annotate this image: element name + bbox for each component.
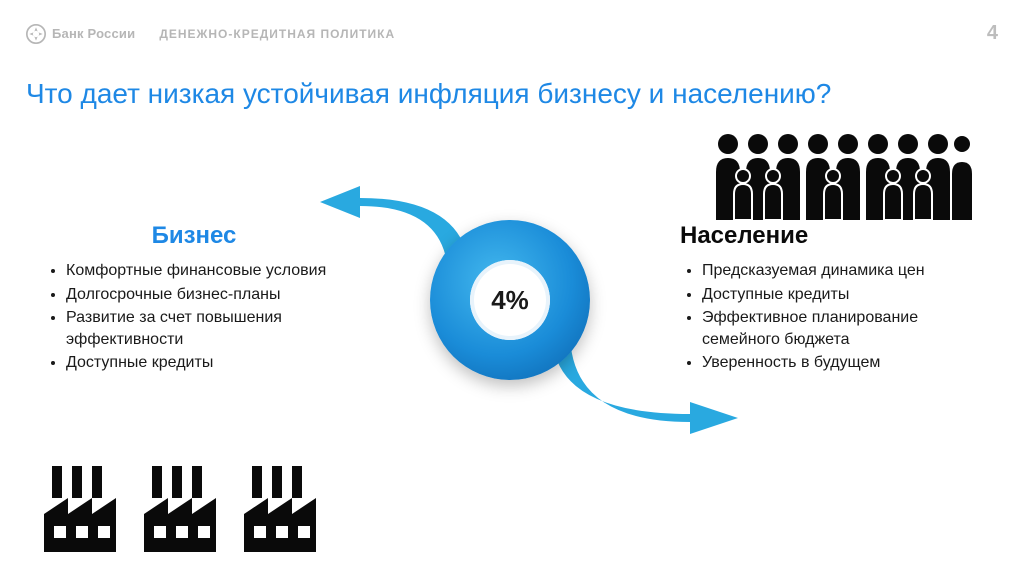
list-item: Уверенность в будущем (702, 352, 980, 374)
page-title: Что дает низкая устойчивая инфляция бизн… (26, 78, 831, 110)
center-circle: 4% (430, 220, 590, 380)
brand-text: Банк России (52, 26, 135, 41)
center-value: 4% (491, 285, 529, 316)
population-heading: Население (680, 222, 980, 250)
factories-icon-row (44, 466, 322, 552)
bank-of-russia-icon (26, 24, 46, 44)
people-crowd-icon (710, 132, 972, 220)
header-subtitle: ДЕНЕЖНО-КРЕДИТНАЯ ПОЛИТИКА (159, 27, 395, 41)
inner-circle: 4% (470, 260, 550, 340)
page-number: 4 (987, 22, 998, 45)
business-list: Комфортные финансовые условия Долгосрочн… (44, 260, 344, 374)
list-item: Долгосрочные бизнес-планы (66, 284, 344, 306)
list-item: Развитие за счет повышения эффективности (66, 307, 344, 350)
factory-icon (144, 466, 222, 552)
business-column: Бизнес Комфортные финансовые условия Дол… (44, 222, 344, 376)
logo: Банк России (26, 24, 135, 44)
list-item: Предсказуемая динамика цен (702, 260, 980, 282)
factory-icon (44, 466, 122, 552)
factory-icon (244, 466, 322, 552)
list-item: Эффективное планирование семейного бюдже… (702, 307, 980, 350)
list-item: Доступные кредиты (702, 284, 980, 306)
population-column: Население Предсказуемая динамика цен Дос… (680, 222, 980, 376)
list-item: Комфортные финансовые условия (66, 260, 344, 282)
list-item: Доступные кредиты (66, 352, 344, 374)
population-list: Предсказуемая динамика цен Доступные кре… (680, 260, 980, 374)
header: Банк России ДЕНЕЖНО-КРЕДИТНАЯ ПОЛИТИКА 4 (26, 22, 998, 45)
business-heading: Бизнес (44, 222, 344, 250)
slide: Банк России ДЕНЕЖНО-КРЕДИТНАЯ ПОЛИТИКА 4… (0, 0, 1024, 576)
